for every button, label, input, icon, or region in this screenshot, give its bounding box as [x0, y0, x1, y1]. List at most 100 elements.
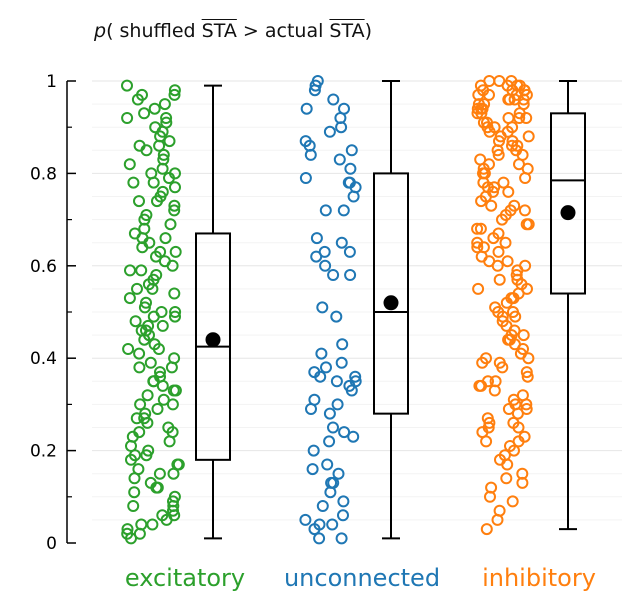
data-point-excitatory [133, 195, 145, 208]
data-point-unconnected [335, 236, 348, 249]
data-point-excitatory [154, 366, 166, 379]
data-point-inhibitory [471, 107, 484, 120]
data-point-excitatory [150, 481, 163, 494]
data-point-excitatory [153, 467, 166, 480]
data-point-inhibitory [502, 403, 515, 415]
data-point-excitatory [169, 245, 182, 258]
data-point-unconnected [333, 153, 346, 166]
data-point-inhibitory [517, 329, 530, 342]
y-tick-label: 0.4 [30, 349, 57, 369]
data-point-inhibitory [496, 213, 508, 226]
data-point-excitatory [148, 102, 161, 115]
data-point-excitatory [165, 361, 178, 374]
data-point-excitatory [127, 500, 140, 512]
data-point-excitatory [163, 435, 176, 448]
title-close: ) [364, 20, 373, 42]
data-point-inhibitory [517, 93, 530, 106]
box-unconnected [373, 172, 409, 415]
data-point-unconnected [323, 125, 336, 138]
title-p: p [94, 20, 107, 42]
title-sta-actual: STA [329, 20, 365, 42]
data-point-excitatory [168, 287, 181, 300]
data-point-inhibitory [471, 222, 484, 235]
data-point-unconnected [300, 102, 313, 115]
data-point-unconnected [347, 190, 360, 203]
data-point-unconnected [306, 463, 319, 476]
data-point-excitatory [127, 176, 140, 189]
category-label-inhibitory: inhibitory [482, 564, 596, 592]
data-point-excitatory [133, 347, 146, 360]
data-point-inhibitory [516, 476, 529, 489]
data-point-inhibitory [471, 241, 484, 254]
data-point-unconnected [343, 245, 356, 258]
data-point-excitatory [135, 264, 148, 277]
data-point-inhibitory [476, 356, 489, 369]
data-point-inhibitory [493, 273, 506, 286]
data-point-inhibitory [518, 204, 531, 217]
data-point-excitatory [163, 172, 175, 184]
data-point-unconnected [308, 523, 321, 536]
data-point-excitatory [133, 527, 146, 540]
data-point-inhibitory [520, 398, 533, 411]
data-point-unconnected [327, 269, 340, 281]
data-point-excitatory [156, 509, 169, 522]
data-point-excitatory [160, 112, 173, 124]
y-tick-label: 0.6 [30, 257, 57, 277]
data-point-excitatory [168, 204, 181, 217]
data-point-excitatory [154, 245, 167, 258]
data-point-excitatory [157, 148, 170, 161]
data-point-unconnected [337, 509, 349, 522]
data-point-unconnected [323, 407, 336, 420]
data-point-inhibitory [477, 162, 490, 175]
data-point-inhibitory [491, 259, 504, 272]
data-point-excitatory [123, 292, 136, 305]
data-point-unconnected [316, 301, 329, 314]
data-point-inhibitory [491, 513, 504, 526]
data-point-inhibitory [520, 218, 533, 231]
data-point-excitatory [133, 426, 146, 439]
data-point-unconnected [327, 421, 339, 434]
data-point-inhibitory [522, 352, 535, 365]
mean-marker [205, 332, 221, 348]
data-point-unconnected [345, 144, 358, 157]
data-point-inhibitory [499, 236, 512, 249]
y-tick-label: 0.8 [30, 164, 57, 184]
data-point-inhibitory [482, 421, 495, 434]
data-point-inhibitory [487, 232, 500, 245]
data-point-excitatory [167, 384, 180, 397]
data-point-inhibitory [513, 112, 526, 124]
data-point-excitatory [159, 232, 172, 245]
data-point-inhibitory [509, 310, 522, 323]
data-point-unconnected [337, 204, 350, 217]
data-point-excitatory [138, 301, 151, 314]
data-point-excitatory [122, 343, 135, 355]
data-point-unconnected [323, 435, 336, 448]
data-point-unconnected [335, 532, 348, 545]
data-point-excitatory [128, 472, 141, 485]
chart-title: p( shuffled STA > actual STA) [94, 20, 372, 42]
data-point-inhibitory [488, 121, 501, 134]
data-point-excitatory [141, 416, 154, 429]
data-point-inhibitory [497, 176, 510, 189]
data-point-unconnected [305, 403, 317, 415]
data-point-inhibitory [474, 222, 487, 235]
data-point-inhibitory [501, 255, 514, 268]
data-point-unconnected [332, 467, 345, 480]
data-point-excitatory [129, 315, 142, 328]
title-gt: > [236, 20, 265, 42]
data-point-inhibitory [480, 523, 493, 536]
data-point-excitatory [140, 296, 152, 309]
data-point-inhibitory [511, 407, 524, 420]
data-point-excitatory [140, 449, 153, 462]
data-point-excitatory [163, 135, 176, 148]
data-point-inhibitory [500, 472, 513, 485]
data-point-excitatory [147, 176, 160, 189]
data-point-excitatory [121, 527, 134, 540]
data-point-unconnected [299, 172, 312, 184]
data-point-inhibitory [488, 384, 501, 397]
data-point-inhibitory [477, 241, 490, 254]
mean-marker [383, 295, 399, 311]
mean-marker [560, 205, 576, 221]
data-point-inhibitory [492, 245, 505, 258]
